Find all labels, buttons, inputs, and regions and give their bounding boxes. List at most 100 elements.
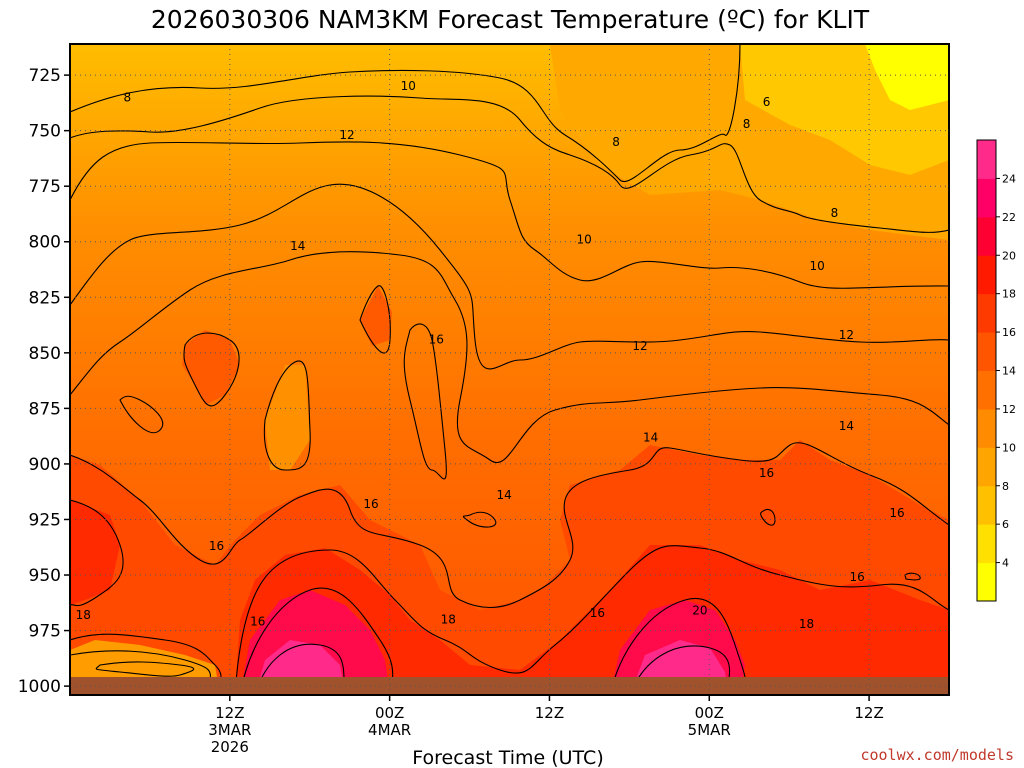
colorbar-label: 4 — [1002, 557, 1009, 570]
colorbar-segment — [977, 485, 996, 525]
contour-label: 16 — [250, 615, 265, 629]
contour-label: 10 — [810, 259, 825, 273]
contour-line — [70, 183, 949, 370]
warm-bubble-left — [182, 330, 240, 405]
y-tick-label: 925 — [29, 510, 61, 530]
contour-line — [70, 95, 949, 233]
contour-layer: 8101214166888101012121414141616161616161… — [70, 44, 949, 695]
contour-line — [462, 511, 497, 528]
colorbar-segment — [977, 140, 996, 179]
y-tick-label: 775 — [29, 177, 61, 197]
contour-label: 10 — [401, 79, 416, 93]
colorbar-label: 8 — [1002, 480, 1009, 493]
contour-label: 8 — [831, 206, 839, 220]
contour-line — [263, 360, 311, 471]
contour-label: 8 — [612, 135, 620, 149]
y-tick-label: 825 — [29, 288, 61, 308]
contour-label: 6 — [763, 95, 771, 109]
contour-line — [904, 572, 921, 581]
contour-label: 14 — [839, 419, 854, 433]
y-tick-label: 900 — [29, 455, 61, 475]
chart-title: 2026030306 NAM3KM Forecast Temperature (… — [151, 5, 870, 34]
colorbar: 4 6 8 10 12 14 16 18 20 22 24 — [976, 139, 1016, 602]
colorbar-label: 12 — [1002, 403, 1016, 416]
contour-label: 12 — [339, 128, 354, 142]
contour-line — [95, 661, 195, 677]
contour-label: 14 — [290, 239, 305, 253]
y-tick-label: 750 — [29, 122, 61, 142]
y-tick-label: 875 — [29, 399, 61, 419]
contour-label: 18 — [441, 612, 456, 626]
contour-line — [254, 643, 346, 695]
region-18-left — [70, 500, 120, 605]
x-tick-label: 12Z — [535, 704, 564, 722]
x-tick-label: 00Z — [695, 704, 724, 722]
contour-line — [119, 395, 164, 434]
contour-line — [70, 251, 949, 463]
contour-label: 16 — [889, 506, 904, 520]
colorbar-segment — [977, 408, 996, 448]
grid-layer — [70, 44, 949, 695]
colorbar-segment — [977, 562, 996, 602]
colorbar-segment — [977, 216, 996, 256]
y-tick-label: 950 — [29, 566, 61, 586]
contour-label: 16 — [209, 539, 224, 553]
credit-label: coolwx.com/models — [860, 746, 1014, 764]
contour-label: 16 — [429, 333, 444, 347]
colorbar-segment — [977, 332, 996, 371]
plot-frame — [69, 43, 950, 696]
contour-line — [183, 332, 240, 407]
contour-label: 16 — [759, 466, 774, 480]
contour-line — [234, 545, 949, 695]
colorbar-label: 16 — [1002, 326, 1016, 339]
colorbar-label: 24 — [1002, 172, 1016, 185]
contour-line — [760, 508, 776, 526]
contour-line — [239, 587, 394, 695]
x-tick-label: 3MAR — [208, 721, 251, 739]
cool-bubble-center — [265, 365, 310, 470]
y-tick-label: 1000 — [18, 677, 61, 697]
contour-label: 8 — [743, 117, 751, 131]
colorbar-segment — [977, 178, 996, 218]
y-tick-label: 725 — [29, 66, 61, 86]
contour-label: 12 — [632, 339, 647, 353]
colorbar-segment — [977, 524, 996, 564]
contour-label: 18 — [76, 608, 91, 622]
x-tick-label: 4MAR — [368, 721, 411, 739]
contour-line — [403, 323, 447, 480]
ground-band — [70, 677, 949, 695]
x-tick-label: 2026 — [211, 738, 249, 756]
colorbar-label: 6 — [1002, 518, 1009, 531]
colorbar-segment — [977, 293, 996, 333]
contour-line — [359, 285, 391, 354]
contour-label: 16 — [590, 606, 605, 620]
contour-line — [70, 442, 949, 608]
colorbar-segment — [977, 255, 996, 295]
contour-label: 20 — [692, 604, 707, 618]
region-18-mid — [235, 545, 949, 695]
warm-bubble-center — [360, 286, 392, 346]
colorbar-label: 14 — [1002, 365, 1016, 378]
colorbar-label: 18 — [1002, 288, 1016, 301]
y-axis: 725 750 775 800 825 850 875 900 925 950 975 1000 — [18, 66, 70, 697]
colorbar-label: 20 — [1002, 249, 1016, 262]
contour-label: 16 — [849, 570, 864, 584]
x-tick-label: 12Z — [854, 704, 883, 722]
contour-label: 16 — [363, 497, 378, 511]
colorbar-segment — [977, 447, 996, 487]
x-axis-label: Forecast Time (UTC) — [412, 747, 603, 768]
contour-label: 10 — [576, 233, 591, 247]
contour-label: 14 — [643, 430, 658, 444]
contour-label: 14 — [497, 488, 512, 502]
upper-cool-band — [70, 44, 949, 240]
colorbar-label: 10 — [1002, 441, 1016, 454]
y-tick-label: 800 — [29, 233, 61, 253]
plot-area — [70, 44, 949, 695]
contour-label: 18 — [799, 617, 814, 631]
x-tick-label: 00Z — [375, 704, 404, 722]
contour-line — [70, 44, 741, 183]
coldest-region-topright — [865, 44, 949, 110]
y-tick-label: 975 — [29, 622, 61, 642]
